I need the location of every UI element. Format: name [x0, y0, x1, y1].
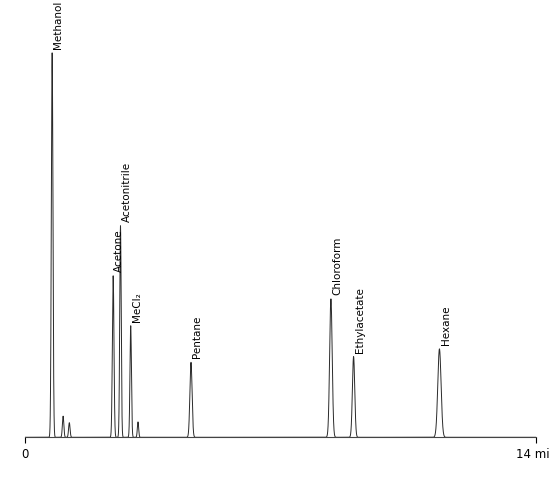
Text: Ethylacetate: Ethylacetate — [355, 287, 365, 353]
Text: Acetonitrile: Acetonitrile — [122, 162, 131, 222]
Text: Acetone: Acetone — [114, 229, 124, 272]
Text: Chloroform: Chloroform — [332, 237, 342, 295]
Text: Methanol: Methanol — [53, 0, 63, 49]
Text: MeCl₂: MeCl₂ — [132, 292, 142, 322]
Text: Pentane: Pentane — [192, 316, 202, 358]
Text: Hexane: Hexane — [441, 306, 450, 345]
